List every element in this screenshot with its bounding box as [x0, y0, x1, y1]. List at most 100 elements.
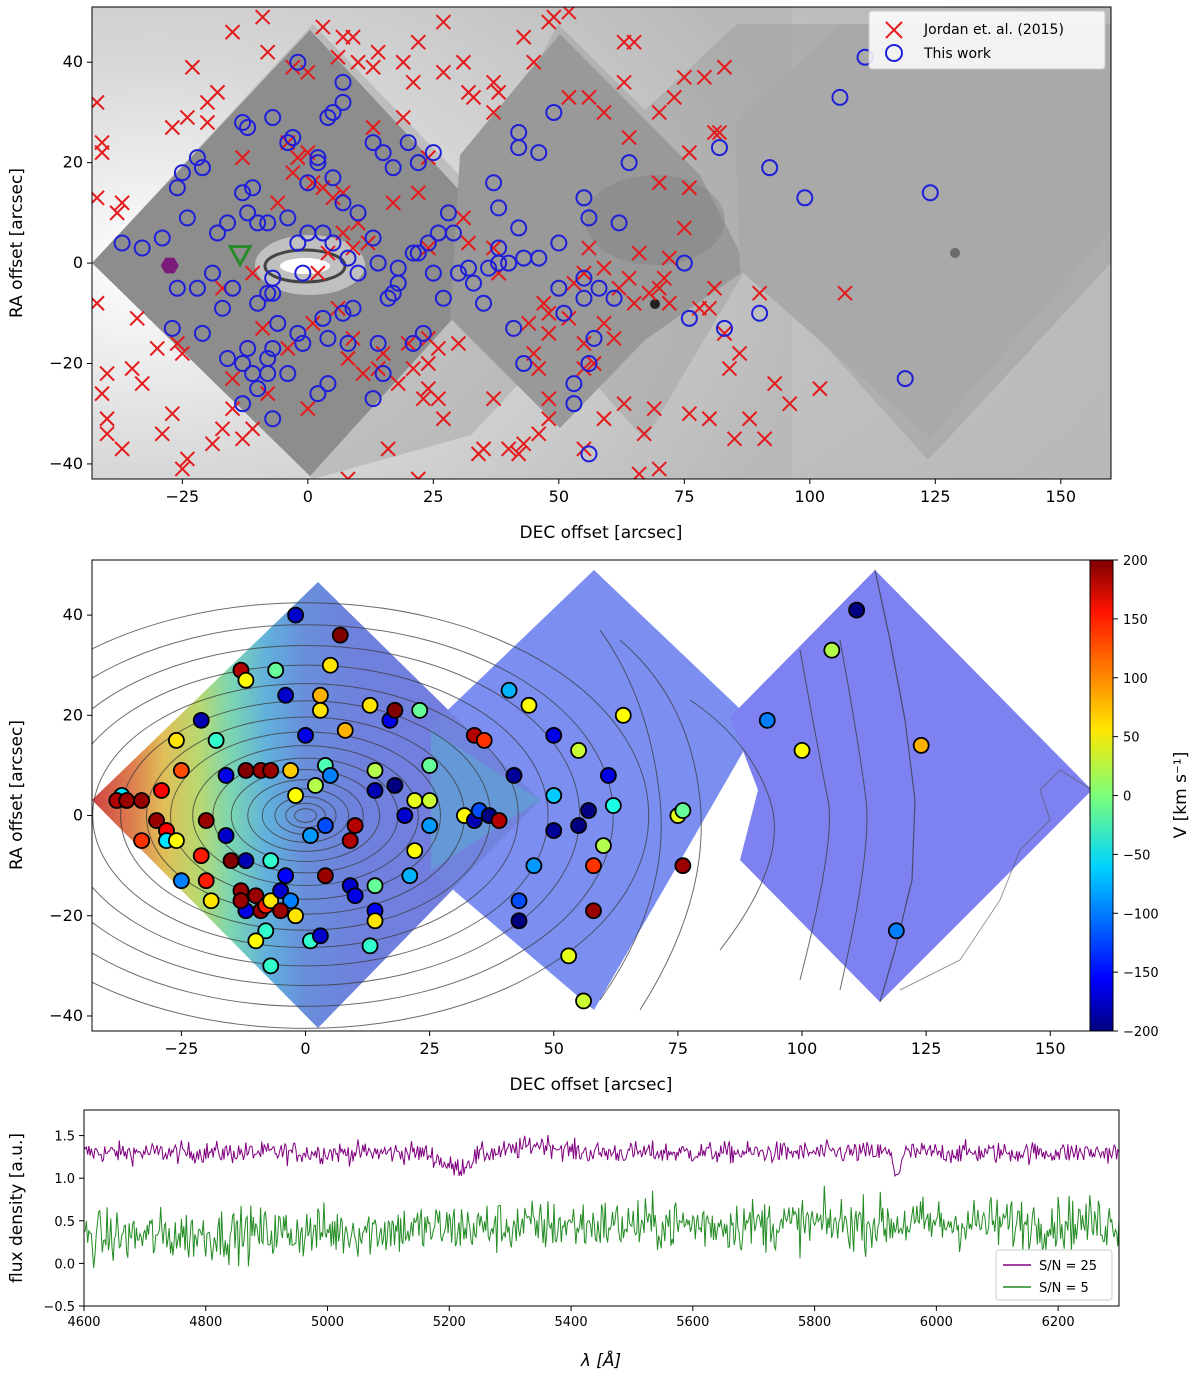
velocity-point: [316, 817, 334, 834]
y-tick-label: 0: [73, 806, 83, 825]
jordan-cross: [661, 295, 677, 311]
jordan-markers: [92, 7, 853, 479]
jordan-cross: [676, 69, 693, 86]
x-tick-label: −25: [164, 1039, 198, 1058]
velocity-point: [148, 812, 165, 829]
jordan-cross: [209, 84, 226, 101]
thiswork-circle: [264, 269, 282, 287]
velocity-point: [614, 706, 632, 724]
velocity-point: [366, 762, 384, 779]
thiswork-circle: [364, 390, 382, 408]
thiswork-circle: [424, 144, 442, 162]
velocity-point: [674, 857, 692, 875]
thiswork-circle: [153, 229, 171, 247]
contour-arc: [689, 699, 775, 951]
velocity-point: [232, 892, 250, 910]
thiswork-circle: [309, 385, 327, 403]
contour-arc: [799, 649, 830, 981]
thiswork-circle: [339, 249, 357, 267]
thiswork-circle: [896, 370, 914, 388]
pointing-3: [735, 24, 1111, 438]
thiswork-circle: [314, 309, 332, 327]
jordan-cross: [450, 335, 467, 352]
thiswork-circle: [464, 274, 482, 292]
thiswork-circle: [299, 174, 317, 192]
thiswork-circle: [234, 355, 252, 373]
velocity-point: [361, 937, 379, 955]
top-panel: −25 0 25 50 75 100 125 150 −40 −20 0 20 40 DEC offse…: [7, 6, 1112, 543]
velocity-point: [331, 626, 349, 644]
jordan-cross: [124, 360, 140, 377]
colorbar-ticks: 200 150 100 50 0 −50 −100 −150 −200: [1113, 554, 1159, 1040]
thiswork-circle: [480, 259, 498, 277]
velocity-point: [287, 907, 304, 925]
velocity-point: [153, 782, 170, 799]
velocity-point: [192, 847, 210, 865]
jordan-cross: [174, 461, 191, 477]
jordan-cross: [99, 411, 115, 427]
colorbar-gradient: [1089, 559, 1114, 1032]
velocity-point: [118, 792, 136, 809]
colorbar-tick-label: 0: [1123, 790, 1131, 805]
x-tick-label: 100: [795, 487, 826, 506]
top-plot-frame: [91, 6, 1112, 480]
x-tick-label: 6000: [920, 1315, 953, 1330]
thiswork-circle: [349, 204, 367, 222]
contour-arc: [619, 639, 702, 1011]
background-source: [950, 248, 960, 258]
thiswork-circle: [419, 234, 437, 252]
velocity-point: [272, 882, 290, 900]
thiswork-circle: [133, 239, 151, 257]
thiswork-circle: [404, 244, 422, 262]
jordan-cross: [340, 350, 356, 367]
jordan-cross: [581, 89, 597, 106]
thiswork-circle: [269, 314, 287, 332]
thiswork-circle: [259, 214, 277, 232]
thiswork-circle: [459, 259, 477, 277]
spectrum-sn25-line: [84, 1134, 1119, 1178]
jordan-cross: [606, 330, 622, 347]
thiswork-circle: [439, 204, 457, 222]
thiswork-circle: [515, 249, 533, 267]
velocity-point: [262, 957, 280, 975]
velocity-point: [406, 842, 424, 860]
thiswork-circle: [680, 309, 698, 327]
jordan-cross: [400, 335, 416, 352]
x-tick-label: 75: [668, 1039, 688, 1058]
thiswork-circle: [399, 134, 417, 152]
jordan-cross: [224, 370, 241, 387]
velocity-points: [108, 601, 930, 1010]
velocity-point: [421, 792, 439, 809]
x-tick-label: 5800: [798, 1315, 831, 1330]
thiswork-circle: [761, 159, 779, 177]
thiswork-circle: [234, 395, 252, 413]
x-tick-label: 4600: [67, 1315, 100, 1330]
velocity-point: [366, 782, 384, 799]
thiswork-circle: [369, 254, 387, 272]
jordan-cross: [651, 461, 667, 477]
jordan-cross: [837, 285, 853, 301]
velocity-point: [222, 852, 240, 870]
thiswork-circle: [203, 264, 221, 282]
jordan-cross: [234, 431, 251, 447]
velocity-point: [341, 832, 359, 849]
x-tick-label: 5200: [433, 1315, 466, 1330]
jordan-cross: [581, 240, 597, 256]
thiswork-circle: [485, 174, 503, 192]
x-tick-label: 25: [419, 1039, 439, 1058]
thiswork-circle: [580, 445, 598, 463]
velocity-point: [580, 802, 597, 819]
legend-box: [868, 10, 1106, 70]
jordan-cross: [315, 19, 331, 35]
jordan-cross: [465, 89, 482, 106]
y-tick-label: 40: [63, 52, 83, 71]
thiswork-circle: [259, 284, 277, 302]
velocity-point: [168, 731, 185, 749]
thiswork-circle: [364, 134, 382, 152]
thiswork-circle: [279, 365, 297, 383]
velocity-point: [282, 892, 300, 910]
velocity-point: [560, 947, 578, 965]
jordan-cross: [711, 124, 728, 141]
velocity-point: [287, 606, 304, 624]
velocity-point: [336, 721, 354, 739]
